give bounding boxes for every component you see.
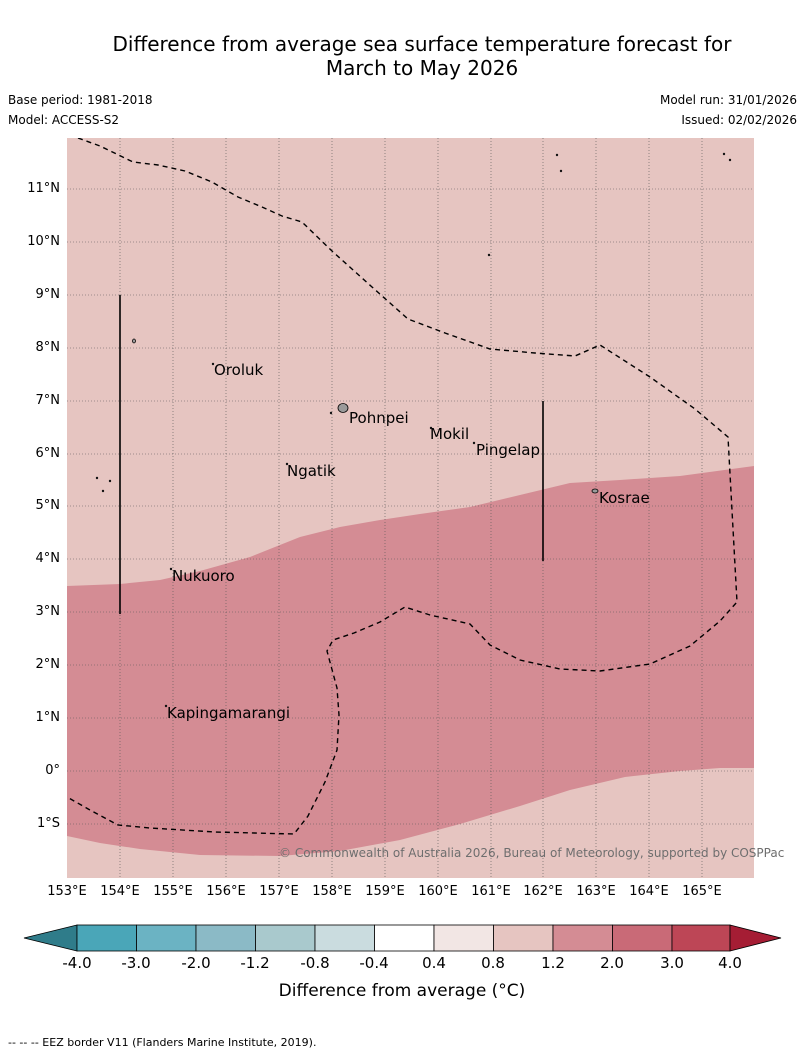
colorbar-tick: -0.8: [300, 954, 330, 972]
colorbar-segment: [493, 924, 554, 952]
islet-icon: [108, 479, 112, 483]
pohnpei-island-icon: [337, 403, 349, 413]
colorbar-tick: -2.0: [181, 954, 211, 972]
colorbar-tick: -3.0: [121, 954, 151, 972]
colorbar-overflow-arrow: [729, 924, 782, 952]
colorbar-label: Difference from average (°C): [278, 981, 526, 1001]
lat-label: 9°N: [35, 287, 61, 302]
anomaly-band-1.2-2.0: [67, 466, 754, 856]
colorbar-tick: 4.0: [718, 954, 742, 972]
lat-label: 1°S: [36, 816, 60, 831]
oroluk-islet-icon: [211, 362, 215, 366]
place-label-mokil: Mokil: [430, 425, 470, 443]
place-label-pohnpei: Pohnpei: [349, 409, 409, 427]
islet-icon: [101, 489, 105, 493]
lat-label: 8°N: [35, 340, 61, 355]
nukuoro-islet-icon: [169, 567, 173, 571]
lat-label: 10°N: [27, 234, 60, 249]
lon-label: 161°E: [471, 884, 511, 899]
model-run: Model run: 31/01/2026: [659, 93, 797, 107]
islet-icon: [132, 338, 136, 344]
colorbar-tick: 0.8: [481, 954, 505, 972]
islet-icon: [487, 253, 491, 257]
title-line-2: March to May 2026: [325, 56, 519, 80]
colorbar-tick: -4.0: [62, 954, 92, 972]
place-label-nukuoro: Nukuoro: [172, 567, 235, 585]
lon-label: 163°E: [576, 884, 616, 899]
lon-label: 160°E: [418, 884, 458, 899]
place-label-pingelap: Pingelap: [476, 441, 541, 459]
colorbar-tick: -1.2: [240, 954, 270, 972]
lon-label: 154°E: [100, 884, 140, 899]
land-features: [95, 152, 732, 708]
islet-icon: [95, 476, 99, 480]
colorbar-segment: [314, 924, 375, 952]
colorbar-tick: 3.0: [660, 954, 684, 972]
lon-label: 159°E: [365, 884, 405, 899]
colorbar-segment: [136, 924, 197, 952]
lon-label: 162°E: [523, 884, 563, 899]
lat-label: 0°: [45, 763, 60, 778]
colorbar-tick: 1.2: [541, 954, 565, 972]
issued-date: Issued: 02/02/2026: [681, 113, 797, 127]
islet-icon: [722, 152, 726, 156]
lat-label: 5°N: [35, 498, 61, 513]
chart-title: Difference from average sea surface temp…: [40, 32, 804, 80]
model-name: Model: ACCESS-S2: [8, 113, 120, 127]
colorbar: [23, 924, 782, 952]
map-plot-area: [67, 138, 754, 878]
colorbar-tick: -0.4: [359, 954, 389, 972]
lat-label: 7°N: [35, 393, 61, 408]
lat-label: 11°N: [27, 181, 60, 196]
colorbar-segment: [255, 924, 316, 952]
lon-label: 153°E: [47, 884, 87, 899]
base-period: Base period: 1981-2018: [8, 93, 153, 107]
colorbar-segment: [374, 924, 435, 952]
ngatik-islet-icon: [285, 462, 289, 466]
colorbar-tick: 0.4: [422, 954, 446, 972]
mokil-islet-icon: [429, 426, 433, 430]
colorbar-segment: [612, 924, 673, 952]
colorbar-segment: [671, 924, 731, 952]
lat-label: 1°N: [35, 710, 61, 725]
lon-label: 164°E: [629, 884, 669, 899]
graticule: [67, 138, 754, 878]
kosrae-island-icon: [591, 488, 599, 494]
lon-label: 157°E: [259, 884, 299, 899]
pingelap-islet-icon: [472, 441, 476, 445]
place-label-kapingamarangi: Kapingamarangi: [167, 704, 291, 722]
colorbar-underflow-arrow: [23, 924, 78, 952]
eez-legend: -- -- -- EEZ border V11 (Flanders Marine…: [8, 1036, 317, 1049]
eez-borders: [67, 138, 738, 835]
colorbar-segment: [76, 924, 137, 952]
place-label-kosrae: Kosrae: [599, 489, 650, 507]
copyright-notice: © Commonwealth of Australia 2026, Bureau…: [279, 846, 785, 860]
colorbar-tick: 2.0: [600, 954, 624, 972]
lon-label: 156°E: [206, 884, 246, 899]
lon-label: 155°E: [153, 884, 193, 899]
kapingamarangi-islet-icon: [164, 704, 168, 708]
lat-label: 6°N: [35, 446, 61, 461]
place-label-oroluk: Oroluk: [214, 361, 264, 379]
islet-icon: [555, 153, 559, 157]
islet-icon: [329, 411, 333, 415]
lon-label: 158°E: [312, 884, 352, 899]
lat-label: 4°N: [35, 551, 61, 566]
islet-icon: [559, 169, 563, 173]
islet-icon: [728, 158, 732, 162]
colorbar-segment: [433, 924, 494, 952]
lat-label: 2°N: [35, 657, 61, 672]
colorbar-segment: [552, 924, 613, 952]
lon-label: 165°E: [682, 884, 722, 899]
title-line-1: Difference from average sea surface temp…: [112, 32, 732, 56]
place-label-ngatik: Ngatik: [287, 462, 336, 480]
lat-label: 3°N: [35, 604, 61, 619]
colorbar-segment: [195, 924, 256, 952]
